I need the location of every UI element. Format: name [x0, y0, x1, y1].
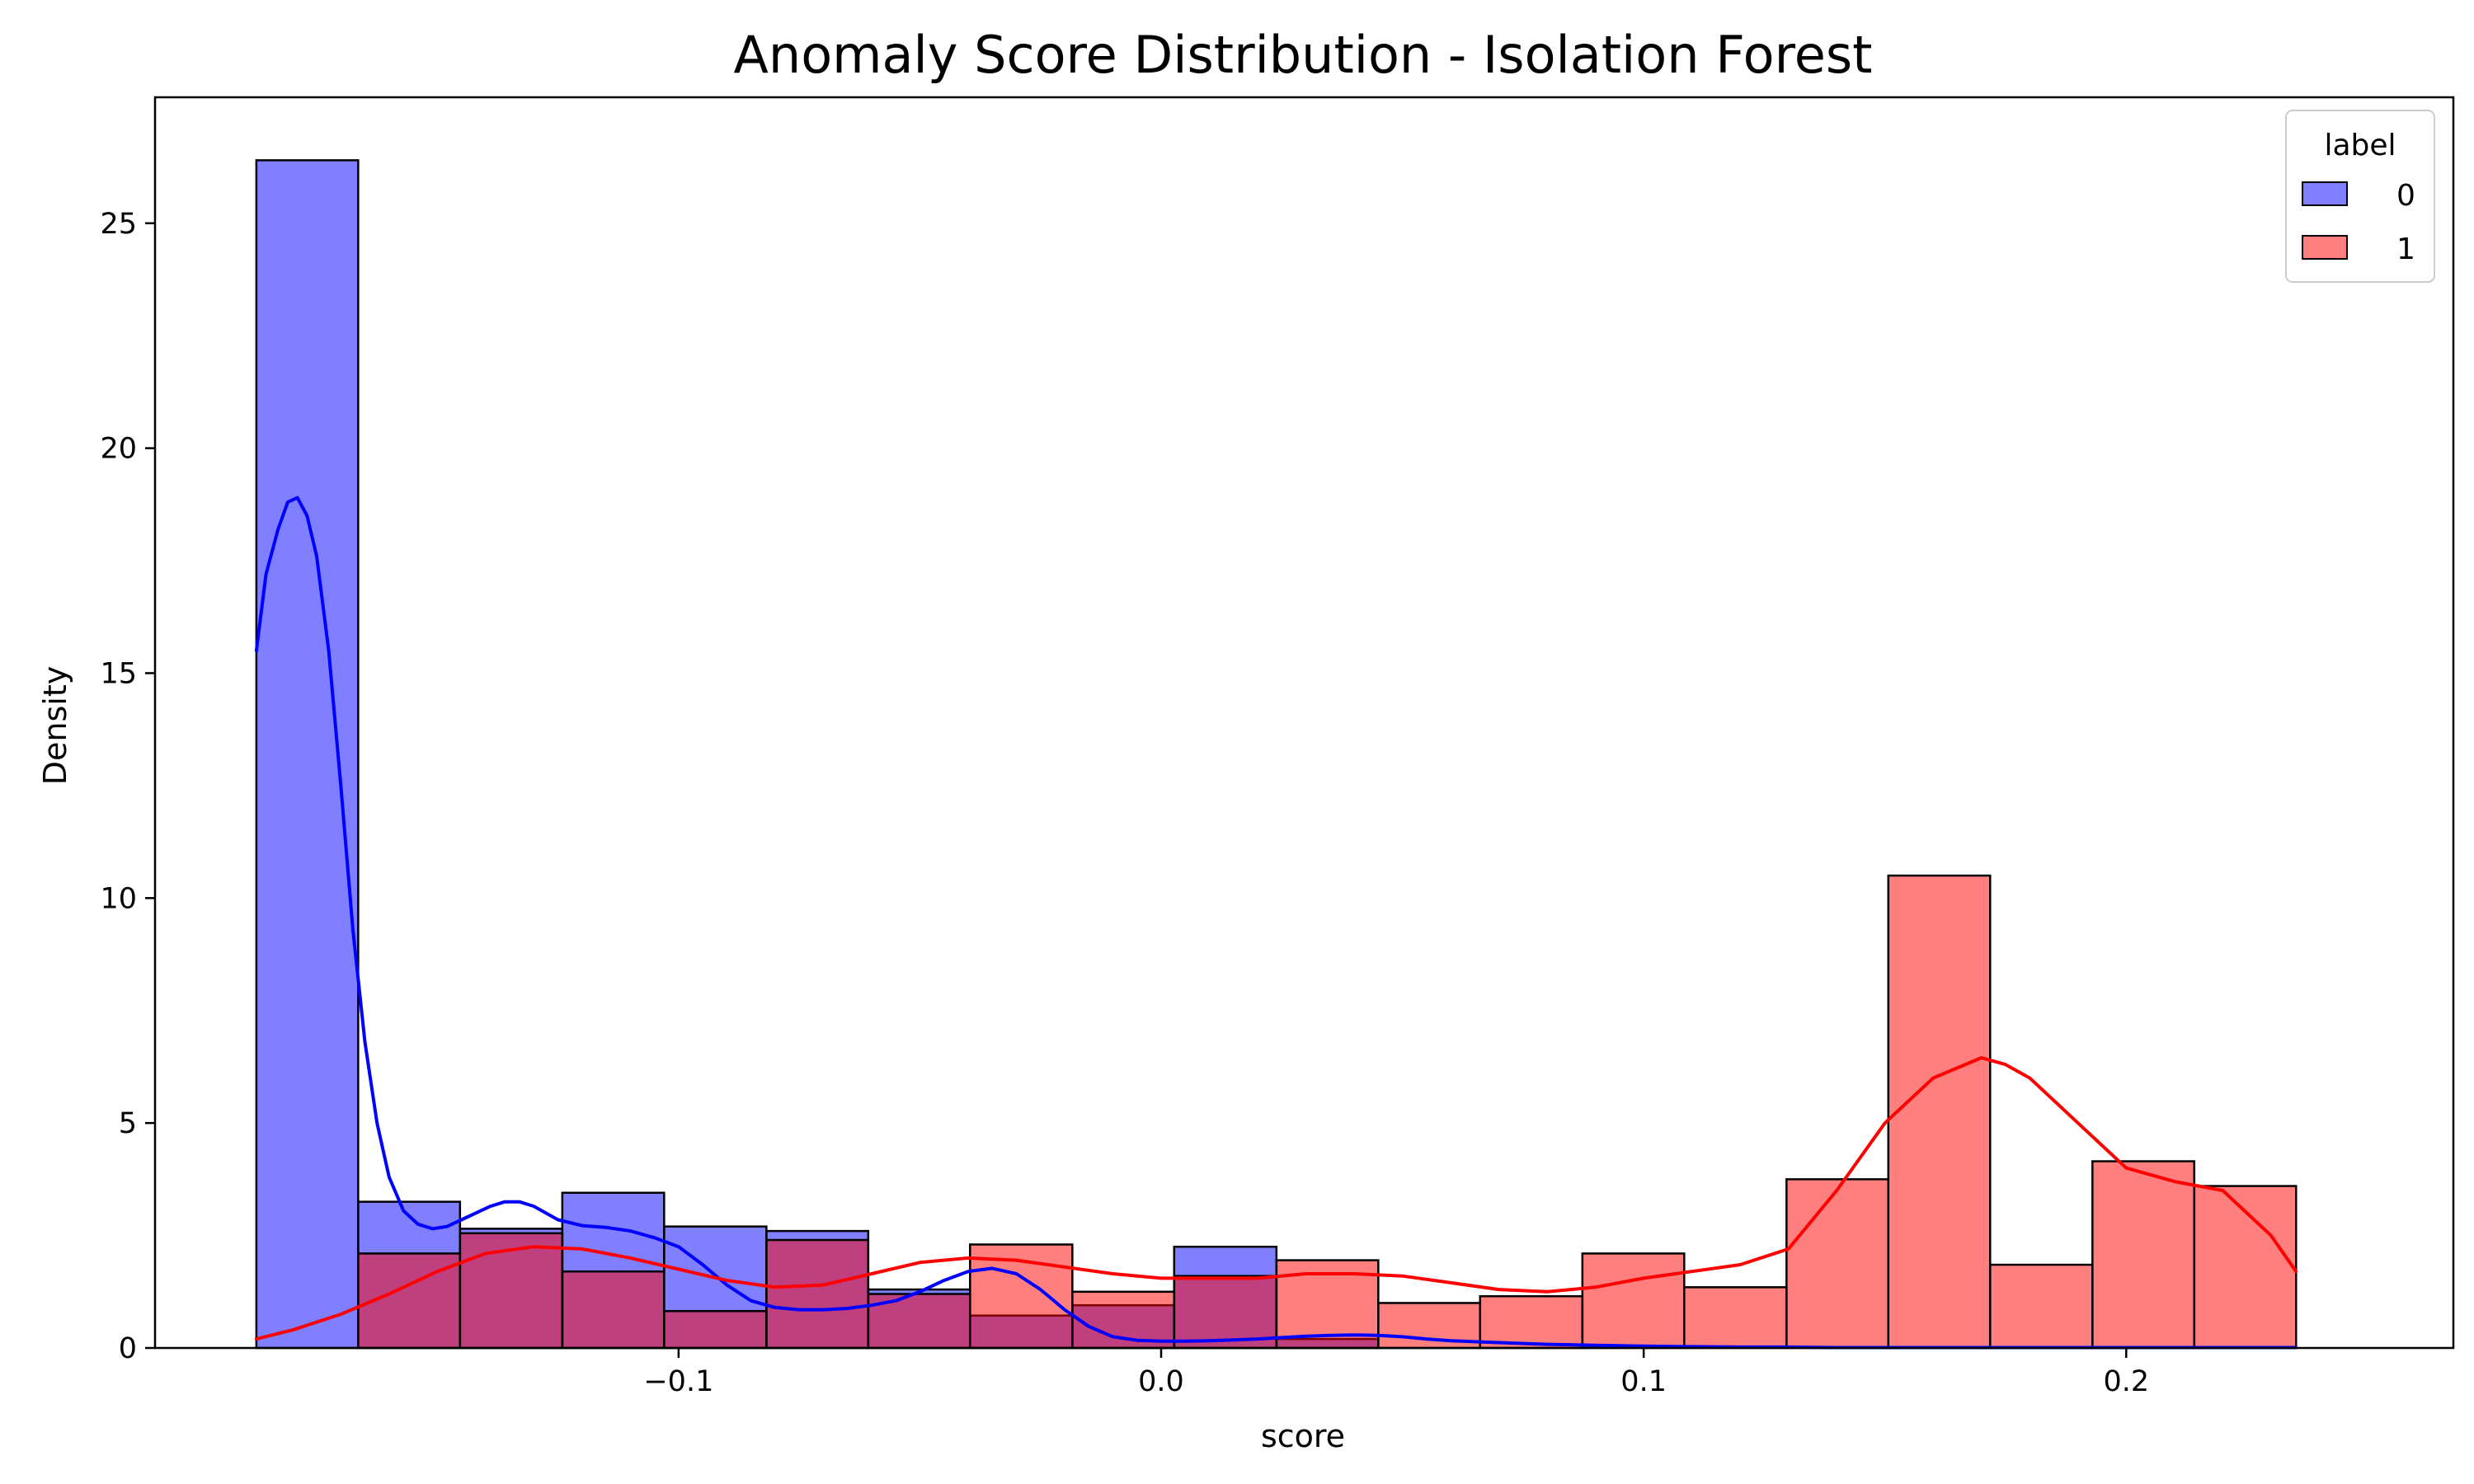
x-tick-label: 0.0: [1138, 1365, 1184, 1398]
bar-series-1-bin-13: [1581, 1252, 1686, 1350]
bar-series-1-bin-17: [1989, 1263, 2094, 1350]
bar-series-1-bin-16: [1887, 874, 1992, 1350]
bar-series-1-bin-18: [2091, 1160, 2196, 1350]
y-axis: 0 5 10 15 20 25: [100, 208, 155, 1365]
y-tick-label: 20: [100, 433, 137, 466]
kde-layer: [254, 495, 2298, 1350]
bar-series-1-bin-2: [459, 1232, 564, 1350]
y-tick-label: 10: [100, 882, 137, 915]
bars-layer: [255, 159, 2298, 1350]
kde-line-series-1: [254, 1056, 2298, 1341]
x-axis: −0.1 0.0 0.1 0.2: [643, 1348, 2149, 1398]
legend-label-1: 1: [2396, 232, 2415, 266]
x-tick-label: 0.1: [1620, 1365, 1667, 1398]
bar-series-1-bin-12: [1479, 1294, 1584, 1350]
x-axis-label: score: [1261, 1418, 1345, 1454]
bar-series-1-bin-4: [663, 1310, 768, 1350]
legend-swatch-0: [2302, 181, 2348, 206]
bar-series-1-bin-3: [561, 1270, 666, 1350]
legend: label 0 1: [2285, 110, 2435, 283]
bar-series-1-bin-9: [1173, 1275, 1278, 1350]
plot-frame: [153, 96, 2455, 1350]
x-tick-label: −0.1: [643, 1365, 713, 1398]
y-tick-label: 5: [119, 1107, 137, 1140]
bar-series-1-bin-14: [1683, 1286, 1788, 1350]
kde-line-series-0: [254, 495, 2298, 1350]
y-axis-label: Density: [37, 666, 73, 785]
legend-swatch-1: [2302, 235, 2348, 260]
bar-series-0-bin-0: [255, 159, 360, 1350]
legend-label-0: 0: [2396, 179, 2415, 213]
y-tick-label: 25: [100, 208, 137, 241]
legend-title: label: [2324, 129, 2396, 162]
y-tick-label: 0: [119, 1332, 137, 1365]
bar-series-1-bin-15: [1785, 1178, 1890, 1350]
x-tick-label: 0.2: [2103, 1365, 2149, 1398]
chart-title: Anomaly Score Distribution - Isolation F…: [734, 25, 1873, 85]
bar-series-1-bin-5: [765, 1238, 870, 1350]
y-tick-label: 15: [100, 657, 137, 690]
